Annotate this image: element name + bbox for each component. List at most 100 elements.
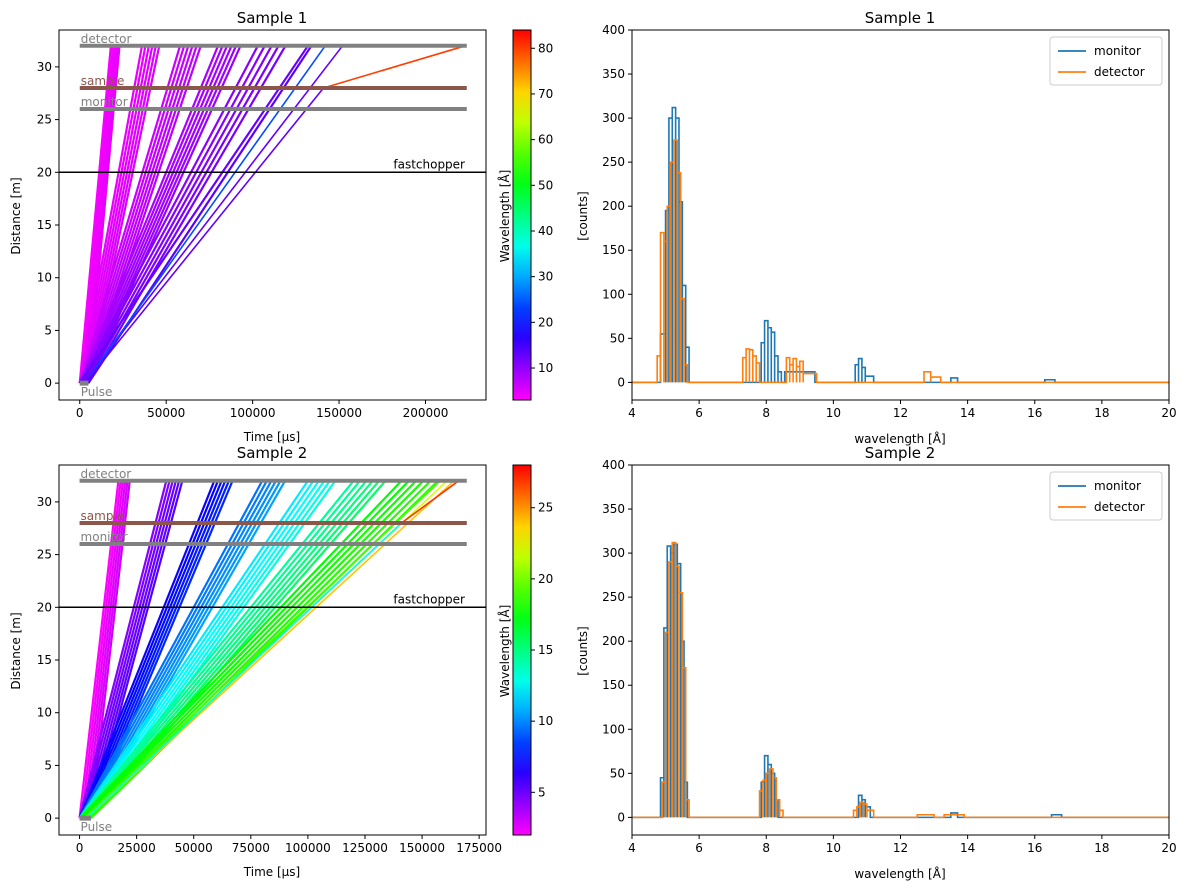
chart-2: Sample 1 wavelength [Å] [counts] 4 6 8 10 12… (576, 9, 1177, 446)
chart-title: Sample 1 (865, 9, 936, 27)
neutron-ray (80, 45, 147, 384)
y-tick-label: 25 (37, 548, 52, 562)
y-tick-label: 0 (44, 811, 52, 825)
y-tick-label: 5 (44, 323, 52, 337)
x-axis-label: Time [µs] (243, 430, 300, 444)
neutron-ray (85, 522, 403, 819)
x-tick-label: 50000 (147, 406, 185, 420)
neutron-ray (78, 45, 309, 384)
colorbar-label: Wavelength [Å] (497, 170, 512, 263)
neutron-ray (87, 480, 129, 819)
x-tick-label: 14 (960, 406, 975, 420)
y-tick-label: 300 (602, 111, 625, 125)
y-tick-label: 100 (602, 287, 625, 301)
detector-series (632, 139, 1169, 384)
colorbar-tick-label: 70 (538, 87, 553, 101)
detector-series (632, 541, 1169, 819)
x-tick-label: 8 (762, 406, 770, 420)
colorbar-tick-label: 20 (538, 315, 553, 329)
neutron-ray (78, 480, 403, 819)
x-tick-label: 12 (893, 841, 908, 855)
scattered-ray (323, 45, 466, 89)
pulse-label: Pulse (81, 385, 113, 399)
colorbar-tick-label: 25 (538, 501, 553, 515)
neutron-ray (78, 480, 120, 819)
y-tick-label: 250 (602, 590, 625, 604)
neutron-ray (78, 45, 220, 384)
neutron-ray (84, 45, 326, 384)
neutron-ray (83, 45, 273, 384)
x-tick-label: 6 (695, 841, 703, 855)
monitor-series (632, 106, 1169, 384)
neutron-ray (80, 480, 219, 819)
chopper-label: fastchopper (393, 592, 465, 606)
x-tick-label: 10 (826, 406, 841, 420)
x-tick-label: 175000 (456, 841, 502, 855)
colorbar-tick-label: 40 (538, 224, 553, 238)
neutron-ray (83, 480, 125, 819)
colorbar-tick-label: 30 (538, 270, 553, 284)
y-tick-label: 50 (610, 331, 625, 345)
colorbar-tick-label: 10 (538, 714, 553, 728)
chopper-label: fastchopper (393, 157, 465, 171)
x-tick-label: 200000 (403, 406, 449, 420)
pulse-label: Pulse (81, 820, 113, 834)
sample-label: sample (81, 509, 125, 523)
legend-entry: monitor (1094, 44, 1141, 58)
colorbar-tick-label: 60 (538, 133, 553, 147)
x-tick-label: 18 (1094, 406, 1109, 420)
y-tick-label: 350 (602, 67, 625, 81)
y-axis-label: Distance [m] (9, 177, 23, 254)
y-tick-label: 0 (617, 375, 625, 389)
monitor-label: monitor (81, 95, 128, 109)
chart-title: Sample 1 (237, 9, 308, 27)
y-axis-label: Distance [m] (9, 612, 23, 689)
monitor-series (632, 543, 1169, 819)
x-tick-label: 0 (76, 406, 84, 420)
neutron-ray (78, 45, 144, 384)
y-tick-label: 20 (37, 600, 52, 614)
x-axis-label: Time [µs] (243, 865, 300, 879)
legend-entry: monitor (1094, 479, 1141, 493)
x-tick-label: 8 (762, 841, 770, 855)
x-tick-label: 4 (628, 406, 636, 420)
scattered-ray (401, 480, 460, 524)
neutron-ray (82, 45, 344, 384)
y-tick-label: 10 (37, 706, 52, 720)
chart-3: Sample 2 Time [µs] Distance [m] Waveleng… (9, 444, 553, 879)
y-tick-label: 0 (617, 810, 625, 824)
y-tick-label: 30 (37, 60, 52, 74)
x-tick-label: 16 (1027, 841, 1042, 855)
colorbar-tick-label: 20 (538, 572, 553, 586)
y-tick-label: 15 (37, 653, 52, 667)
y-tick-label: 200 (602, 634, 625, 648)
x-axis-label: wavelength [Å] (854, 431, 945, 446)
x-tick-label: 18 (1094, 841, 1109, 855)
x-tick-label: 20 (1161, 406, 1176, 420)
legend-box (1049, 36, 1163, 86)
neutron-ray (80, 480, 171, 819)
legend-box (1049, 471, 1163, 521)
colorbar-tick-label: 80 (538, 41, 553, 55)
colorbar-tick-label: 50 (538, 178, 553, 192)
y-tick-label: 350 (602, 502, 625, 516)
x-tick-label: 6 (695, 406, 703, 420)
y-tick-label: 10 (37, 271, 52, 285)
y-tick-label: 300 (602, 546, 625, 560)
legend-entry: detector (1094, 500, 1145, 514)
y-axis-label: [counts] (576, 191, 590, 240)
neutron-ray (83, 480, 223, 819)
y-tick-label: 5 (44, 758, 52, 772)
neutron-ray (83, 480, 174, 819)
axes-frame (58, 29, 487, 401)
chart-title: Sample 2 (865, 444, 936, 462)
neutron-ray (85, 480, 127, 819)
axes-frame (58, 464, 487, 836)
neutron-ray (85, 480, 455, 819)
monitor-label: monitor (81, 530, 128, 544)
x-tick-label: 0 (76, 841, 84, 855)
neutron-ray (87, 45, 242, 384)
y-tick-label: 150 (602, 243, 625, 257)
legend-entry: detector (1094, 65, 1145, 79)
